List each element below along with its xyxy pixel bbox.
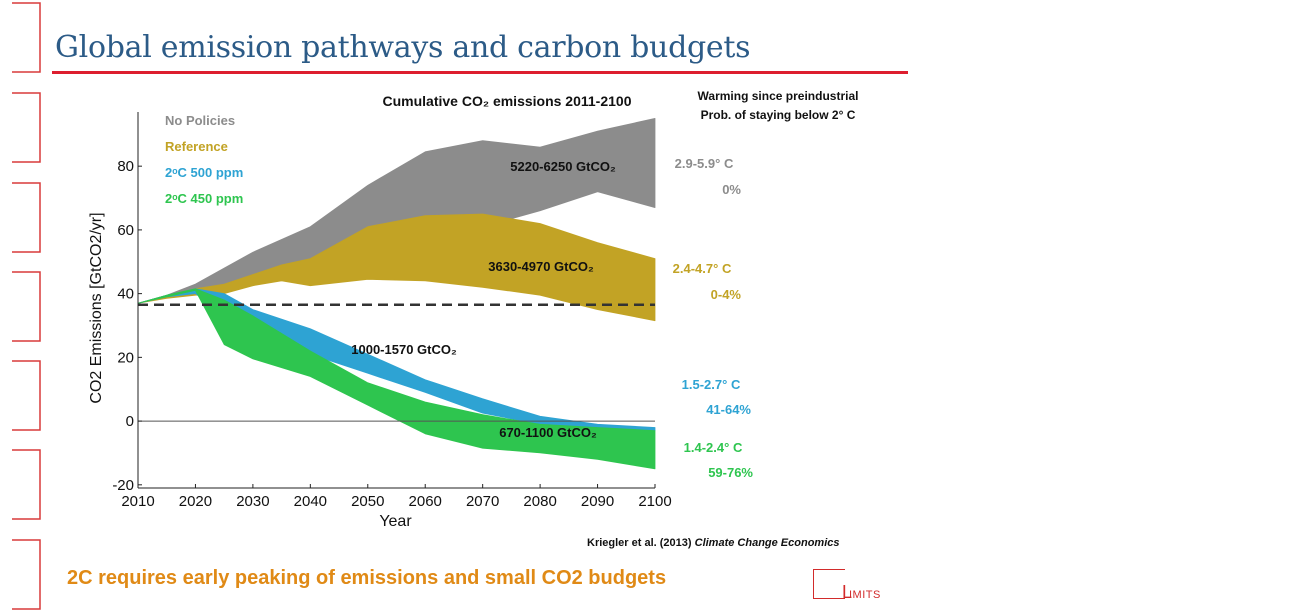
y-tick-label: 20 xyxy=(117,349,134,366)
x-tick-label: 2030 xyxy=(236,493,269,510)
x-tick-label: 2020 xyxy=(179,493,212,510)
budget-label-2-c-450-ppm: 670-1100 GtCO₂ xyxy=(499,425,597,440)
series-areas xyxy=(137,118,656,470)
slide-decoration-brackets xyxy=(12,2,41,610)
series-band-2-c-450-ppm xyxy=(137,288,656,470)
probability-label-2-c-500-ppm: 41-64% xyxy=(706,402,751,417)
warming-label-no-policies: 2.9-5.9° C xyxy=(675,156,734,171)
citation: Kriegler et al. (2013) Climate Change Ec… xyxy=(587,537,840,549)
x-tick-label: 2090 xyxy=(581,493,614,510)
budget-label-reference: 3630-4970 GtCO₂ xyxy=(488,259,594,274)
legend-entry-2-c-500-ppm: 2ᵒC 500 ppm xyxy=(165,165,243,180)
citation-journal: Climate Change Economics xyxy=(694,537,840,549)
warming-label-2-c-500-ppm: 1.5-2.7° C xyxy=(682,377,741,392)
footer-message: 2C requires early peaking of emissions a… xyxy=(67,567,667,589)
chart-labels: Cumulative CO₂ emissions 2011-2100 Warmin… xyxy=(165,89,858,480)
logo-text: IMITS xyxy=(849,589,881,601)
slide-title: Global emission pathways and carbon budg… xyxy=(55,30,751,65)
y-tick-label: 40 xyxy=(117,286,134,303)
y-tick-label: 60 xyxy=(117,222,134,239)
y-tick-label: 0 xyxy=(126,413,134,430)
y-axis-title: CO2 Emissions [GtCO2/yr] xyxy=(88,212,105,403)
x-tick-label: 2060 xyxy=(409,493,442,510)
budget-label-2-c-500-ppm: 1000-1570 GtCO₂ xyxy=(351,342,457,357)
series-band-reference xyxy=(137,213,656,322)
y-tick-label: 80 xyxy=(117,158,134,175)
probability-label-no-policies: 0% xyxy=(722,182,741,197)
warming-label-2-c-450-ppm: 1.4-2.4° C xyxy=(684,440,743,455)
chart-axes: 2010 2020 2030 2040 2050 2060 2070 2080 2090 2100… xyxy=(88,112,672,530)
citation-authors: Kriegler et al. (2013) xyxy=(587,537,692,549)
probability-label-reference: 0-4% xyxy=(711,287,742,302)
right-header-probability: Prob. of staying below 2° C xyxy=(701,108,856,122)
x-tick-label: 2080 xyxy=(523,493,556,510)
logo-box-icon xyxy=(813,569,845,599)
budget-label-no-policies: 5220-6250 GtCO₂ xyxy=(510,159,616,174)
x-tick-label: 2100 xyxy=(638,493,671,510)
legend-entry-no-policies: No Policies xyxy=(165,113,235,128)
title-rule xyxy=(52,71,908,74)
limits-logo: L IMITS xyxy=(813,569,893,605)
x-tick-label: 2050 xyxy=(351,493,384,510)
right-header-warming: Warming since preindustrial xyxy=(698,89,859,103)
logo-initial: L xyxy=(842,582,853,602)
chart-title: Cumulative CO₂ emissions 2011-2100 xyxy=(382,93,631,109)
x-tick-label: 2040 xyxy=(294,493,327,510)
probability-label-2-c-450-ppm: 59-76% xyxy=(708,465,753,480)
y-tick-label: -20 xyxy=(112,477,134,494)
x-tick-label: 2070 xyxy=(466,493,499,510)
legend-entry-reference: Reference xyxy=(165,139,228,154)
x-tick-label: 2010 xyxy=(121,493,154,510)
warming-label-reference: 2.4-4.7° C xyxy=(673,261,732,276)
x-axis-title: Year xyxy=(379,513,412,530)
legend-entry-2-c-450-ppm: 2ᵒC 450 ppm xyxy=(165,191,243,206)
